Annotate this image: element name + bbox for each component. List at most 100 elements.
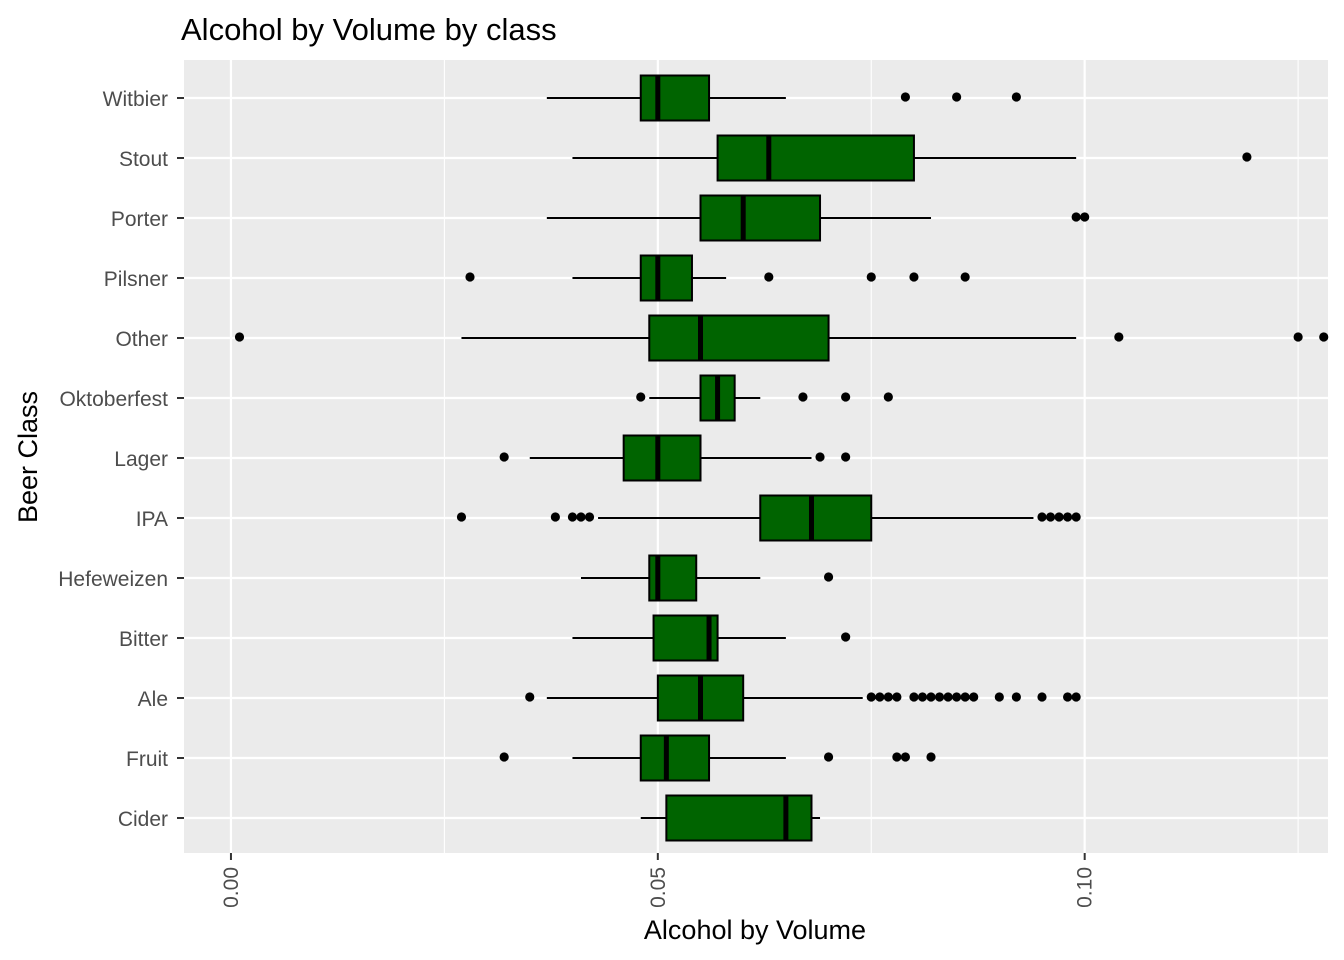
outlier-point <box>576 512 586 522</box>
outlier-point <box>1045 512 1056 522</box>
y-tick-label: Hefeweizen <box>58 568 168 591</box>
outlier-point <box>1071 212 1081 222</box>
outlier-point <box>900 92 911 102</box>
outlier-point <box>883 692 893 702</box>
outlier-point <box>1054 512 1064 522</box>
y-tick-label: Oktoberfest <box>59 388 168 411</box>
outlier-point <box>815 452 825 462</box>
box-iqr <box>639 734 711 782</box>
x-axis-title: Alcohol by Volume <box>644 915 866 945</box>
outlier-point <box>1063 692 1073 702</box>
outlier-point <box>960 692 970 702</box>
box-iqr <box>716 134 915 182</box>
outlier-point <box>969 692 979 702</box>
y-tick-label: Porter <box>111 208 168 231</box>
outlier-point <box>866 272 876 282</box>
outlier-point <box>1293 332 1303 342</box>
outlier-point <box>636 392 646 402</box>
x-tick-label: 0.05 <box>647 867 670 908</box>
box-iqr <box>699 194 822 242</box>
outlier-point <box>798 392 808 402</box>
outlier-point <box>1319 332 1329 342</box>
outlier-point <box>456 512 467 522</box>
outlier-point <box>994 692 1004 702</box>
x-tick-label: 0.10 <box>1074 867 1097 908</box>
outlier-point <box>584 512 595 522</box>
plot-panel <box>184 60 1328 853</box>
outlier-point <box>1037 692 1047 702</box>
boxes-layer <box>234 74 1329 842</box>
y-axis-title: Beer Class <box>13 391 43 523</box>
y-tick-label: Witbier <box>103 88 168 111</box>
box-iqr <box>759 494 873 542</box>
outlier-point <box>883 392 893 402</box>
box-group <box>525 674 1081 722</box>
box-group <box>636 374 893 422</box>
outlier-point <box>1037 512 1047 522</box>
outlier-point <box>465 272 475 282</box>
outlier-point <box>934 692 945 702</box>
outlier-point <box>499 752 509 762</box>
y-tick-label: Fruit <box>126 748 168 771</box>
y-tick-label: IPA <box>136 508 168 531</box>
outlier-point <box>1242 152 1252 162</box>
box-iqr <box>639 74 711 122</box>
box-iqr <box>648 314 830 362</box>
box-group <box>499 434 851 482</box>
box-iqr <box>665 794 813 842</box>
outlier-point <box>917 692 928 702</box>
outlier-point <box>1011 692 1021 702</box>
box-group <box>640 794 821 842</box>
x-axis: 0.00 0.05 0.10 <box>220 853 1097 908</box>
outlier-point <box>909 272 919 282</box>
outlier-point <box>1071 512 1081 522</box>
outlier-point <box>866 692 876 702</box>
outlier-point <box>926 752 936 762</box>
outlier-point <box>841 632 851 642</box>
outlier-point <box>525 692 535 702</box>
outlier-point <box>1011 92 1021 102</box>
outlier-point <box>823 752 834 762</box>
outlier-point <box>841 392 851 402</box>
outlier-point <box>875 692 885 702</box>
y-tick-label: Lager <box>114 448 168 471</box>
outlier-point <box>567 512 578 522</box>
outlier-point <box>764 272 774 282</box>
outlier-point <box>943 692 953 702</box>
box-group <box>499 734 936 782</box>
outlier-point <box>1080 212 1090 222</box>
box-group <box>465 254 970 302</box>
box-group <box>234 314 1329 362</box>
y-tick-label: Stout <box>119 148 168 171</box>
y-axis: Witbier Stout Porter Pilsner Other Oktoberfes… <box>58 88 184 831</box>
chart-title: Alcohol by Volume by class <box>181 12 557 47</box>
box-group <box>572 614 851 662</box>
y-tick-label: Ale <box>138 688 168 711</box>
outlier-point <box>960 272 970 282</box>
outlier-point <box>909 692 919 702</box>
outlier-point <box>952 92 962 102</box>
outlier-point <box>952 692 962 702</box>
outlier-point <box>900 752 911 762</box>
y-tick-label: Pilsner <box>104 268 168 291</box>
outlier-point <box>550 512 560 522</box>
outlier-point <box>1071 692 1081 702</box>
x-tick-label: 0.00 <box>220 867 243 908</box>
outlier-point <box>892 752 902 762</box>
outlier-point <box>926 692 936 702</box>
outlier-point <box>1063 512 1073 522</box>
box-group <box>572 134 1252 182</box>
outlier-point <box>1114 332 1124 342</box>
outlier-point <box>234 332 245 342</box>
box-group <box>580 554 834 602</box>
box-iqr <box>622 434 702 482</box>
outlier-point <box>841 452 851 462</box>
y-tick-label: Other <box>115 328 168 351</box>
box-group <box>546 74 1021 122</box>
outlier-point <box>892 692 902 702</box>
outlier-point <box>499 452 509 462</box>
y-tick-label: Cider <box>118 808 168 831</box>
box-group <box>546 194 1090 242</box>
